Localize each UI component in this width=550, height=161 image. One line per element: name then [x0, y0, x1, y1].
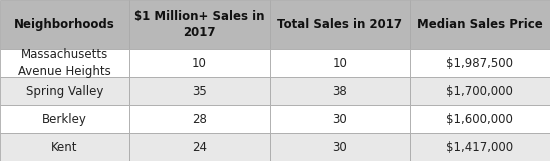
Text: $1,417,000: $1,417,000 — [446, 141, 514, 153]
Text: $1 Million+ Sales in
2017: $1 Million+ Sales in 2017 — [134, 10, 265, 39]
Bar — [129, 105, 270, 133]
Bar — [0, 49, 129, 77]
Bar — [410, 105, 550, 133]
Text: Berkley: Berkley — [42, 113, 87, 126]
Text: 10: 10 — [332, 57, 347, 70]
Bar — [270, 77, 410, 105]
Bar — [0, 105, 129, 133]
Text: 35: 35 — [192, 85, 207, 98]
Bar — [0, 77, 129, 105]
Text: $1,700,000: $1,700,000 — [447, 85, 513, 98]
Bar — [410, 0, 550, 49]
Bar — [129, 133, 270, 161]
Bar — [0, 133, 129, 161]
Text: 24: 24 — [192, 141, 207, 153]
Text: Spring Valley: Spring Valley — [26, 85, 103, 98]
Bar — [129, 0, 270, 49]
Text: 30: 30 — [332, 141, 347, 153]
Bar — [270, 0, 410, 49]
Text: 38: 38 — [332, 85, 347, 98]
Text: Median Sales Price: Median Sales Price — [417, 18, 543, 31]
Bar — [129, 49, 270, 77]
Bar — [410, 77, 550, 105]
Bar — [270, 105, 410, 133]
Text: Kent: Kent — [51, 141, 78, 153]
Bar — [129, 77, 270, 105]
Text: 30: 30 — [332, 113, 347, 126]
Text: Massachusetts
Avenue Heights: Massachusetts Avenue Heights — [18, 48, 111, 78]
Text: 10: 10 — [192, 57, 207, 70]
Text: 28: 28 — [192, 113, 207, 126]
Bar — [270, 49, 410, 77]
Text: $1,600,000: $1,600,000 — [447, 113, 513, 126]
Bar — [0, 0, 129, 49]
Bar — [410, 133, 550, 161]
Text: Neighborhoods: Neighborhoods — [14, 18, 115, 31]
Bar — [410, 49, 550, 77]
Bar — [270, 133, 410, 161]
Text: Total Sales in 2017: Total Sales in 2017 — [277, 18, 402, 31]
Text: $1,987,500: $1,987,500 — [447, 57, 513, 70]
